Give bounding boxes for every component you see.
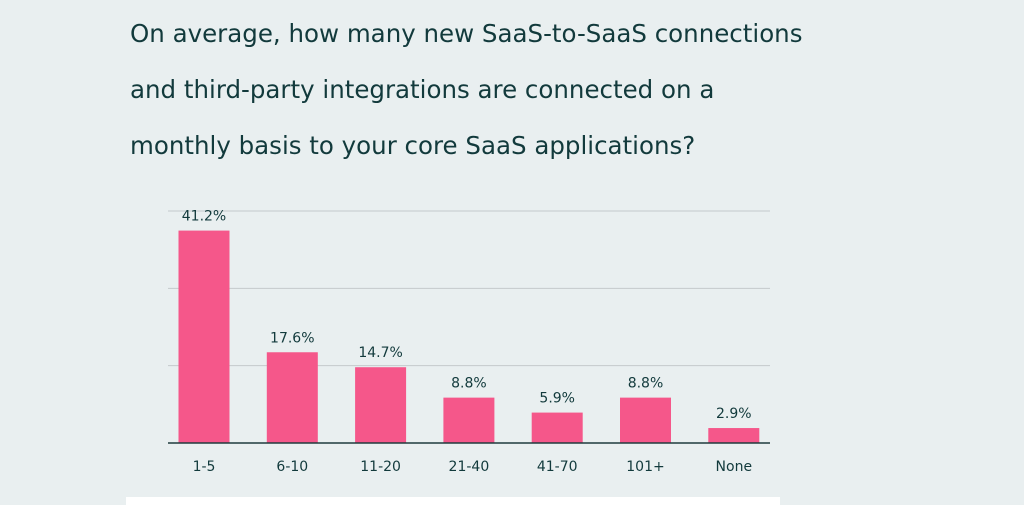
bar-None xyxy=(708,428,760,443)
category-label-11-20: 11-20 xyxy=(360,459,401,475)
category-label-21-40: 21-40 xyxy=(449,459,490,475)
category-label-None: None xyxy=(716,459,753,475)
category-label-101+: 101+ xyxy=(626,459,664,475)
value-label-None: 2.9% xyxy=(716,406,752,422)
chart-title-line-1: On average, how many new SaaS-to-SaaS co… xyxy=(130,19,803,48)
footer-panel xyxy=(126,497,780,505)
bar-1-5 xyxy=(178,230,230,443)
category-label-1-5: 1-5 xyxy=(193,459,216,475)
value-label-41-70: 5.9% xyxy=(539,391,575,407)
value-label-101+: 8.8% xyxy=(628,376,664,392)
value-label-21-40: 8.8% xyxy=(451,376,487,392)
bar-41-70 xyxy=(531,412,583,443)
bar-11-20 xyxy=(355,367,407,443)
category-label-6-10: 6-10 xyxy=(276,459,308,475)
category-label-41-70: 41-70 xyxy=(537,459,578,475)
bar-6-10 xyxy=(266,352,318,443)
value-label-1-5: 41.2% xyxy=(182,209,226,225)
bar-21-40 xyxy=(443,397,495,443)
chart-title-line-2: and third-party integrations are connect… xyxy=(130,75,715,104)
chart-title-line-3: monthly basis to your core SaaS applicat… xyxy=(130,131,696,160)
bar-101+ xyxy=(620,397,671,443)
value-label-6-10: 17.6% xyxy=(270,330,314,346)
value-label-11-20: 14.7% xyxy=(358,345,402,361)
chart-title: On average, how many new SaaS-to-SaaS co… xyxy=(130,6,930,174)
